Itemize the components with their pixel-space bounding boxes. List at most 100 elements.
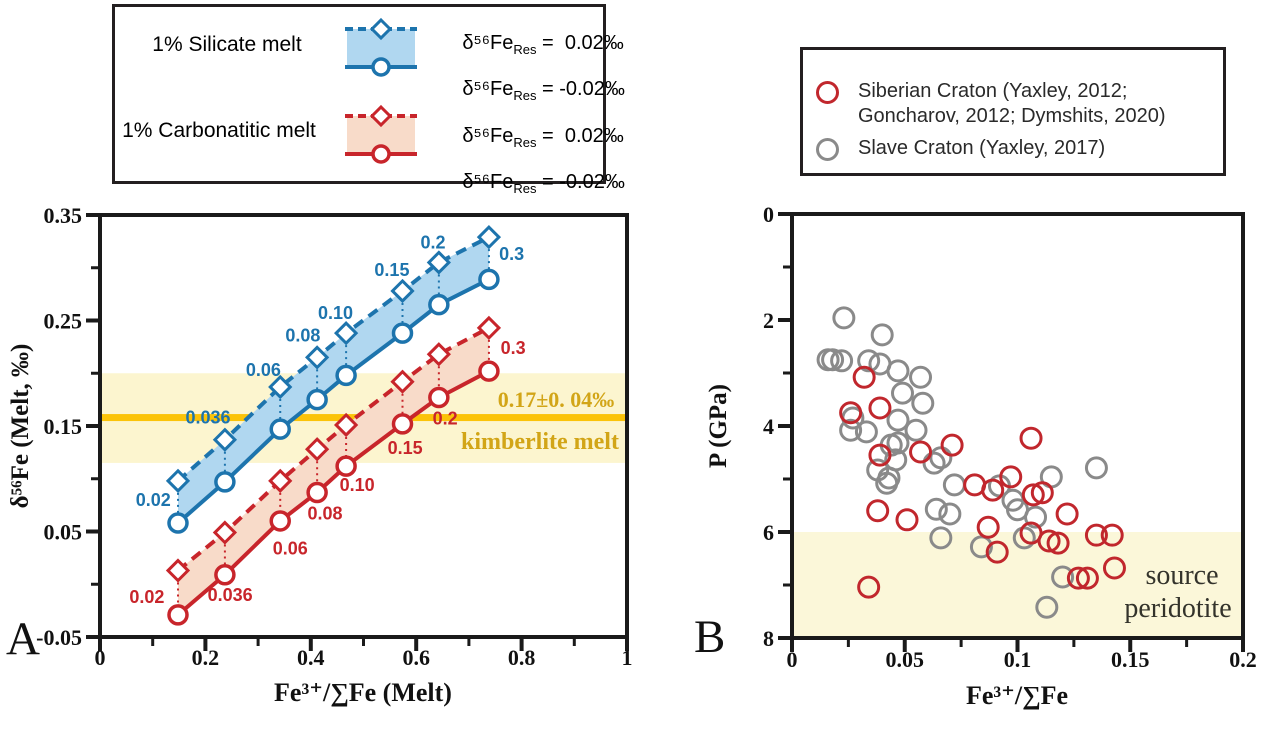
y-tick-label: 4 — [763, 414, 774, 439]
y-tick-label: 0.25 — [44, 309, 83, 334]
silicate-circle-marker — [214, 471, 236, 493]
x-tick-label: 0.8 — [508, 645, 536, 670]
legend-carbonatitic-entry-1: δ⁵⁶FeRes = 0.02‰ — [462, 125, 624, 150]
scatter-point — [868, 396, 892, 420]
carbonatitic-point-label: 0.10 — [340, 475, 375, 495]
carbonatitic-point-label: 0.036 — [208, 585, 253, 605]
panel-a-x-axis-title: Fe³⁺/∑Fe (Melt) — [274, 678, 452, 707]
carbonatitic-circle-marker — [391, 413, 414, 435]
carbonatitic-circle-marker — [428, 386, 450, 409]
scatter-point — [832, 306, 856, 330]
scatter-point — [1084, 523, 1108, 547]
scatter-point — [854, 420, 878, 444]
x-tick-label: 0.15 — [1111, 647, 1150, 672]
x-tick-label: 0.05 — [886, 647, 925, 672]
scatter-point — [1051, 565, 1075, 589]
scatter-point — [1030, 481, 1054, 505]
silicate-circle-marker — [269, 418, 291, 440]
scatter-point — [886, 359, 910, 383]
silicate-point-label: 0.06 — [246, 360, 281, 380]
y-tick-label: 0.15 — [44, 414, 83, 439]
scatter-point — [1037, 529, 1061, 553]
panel-a-frame — [98, 213, 629, 639]
silicate-diamond-marker — [165, 468, 191, 493]
blue-circle-icon — [371, 57, 391, 77]
x-tick-label: 0.2 — [192, 645, 220, 670]
scatter-point — [875, 471, 899, 495]
silicate-point-label: 0.10 — [318, 303, 353, 323]
carbonatitic-diamond-marker — [476, 315, 502, 341]
legend-carbonatitic-entry-2: δ⁵⁶FeRes = -0.02‰ — [462, 171, 625, 196]
carbonatitic-point-label: 0.08 — [308, 504, 343, 524]
siberian-craton-points — [839, 365, 1126, 599]
panel-a-y-axis-title: δ⁵⁶Fe (Melt, ‰) — [7, 344, 34, 509]
scatter-point — [870, 323, 894, 347]
scatter-point — [857, 349, 881, 373]
x-tick-label: 0.4 — [297, 645, 325, 670]
silicate-point-label: 0.15 — [374, 260, 409, 280]
kimberlite-annotations: 0.17±0. 04‰ kimberlite melt — [461, 387, 619, 455]
kimberlite-value-annotation: 0.17±0. 04‰ — [498, 387, 615, 412]
x-tick-label: 0 — [95, 645, 106, 670]
kimberlite-melt-annotation: kimberlite melt — [461, 429, 619, 455]
silicate-diamond-marker — [476, 225, 502, 250]
y-tick-label: 0 — [763, 202, 774, 227]
source-peridotite-label: source — [1145, 560, 1218, 591]
scatter-point — [976, 515, 1000, 539]
y-tick-label: 6 — [763, 520, 774, 545]
scatter-point — [852, 365, 876, 389]
x-tick-label: 0.2 — [1229, 647, 1257, 672]
carbonatitic-circle-marker — [214, 564, 236, 586]
legend-carbonatitic-title: 1% Carbonatitic melt — [113, 119, 325, 143]
panel-a-x-axis: 0 0.2 0.4 0.6 0.8 1 Fe³⁺/∑Fe (Melt) — [95, 639, 633, 707]
silicate-circle-marker — [306, 388, 328, 411]
silicate-diamond-marker — [390, 278, 415, 304]
carbonatitic-point-label: 0.2 — [433, 409, 458, 429]
scatter-point — [924, 497, 948, 521]
x-tick-label: 0.1 — [1004, 647, 1032, 672]
silicate-diamond-marker — [426, 250, 451, 275]
legend-silicate-title-text: 1% Silicate melt — [152, 33, 302, 56]
scatter-point — [1100, 523, 1124, 547]
slave-craton-label: Slave Craton (Yaxley, 2017) — [858, 137, 1106, 159]
red-circle-icon — [371, 144, 391, 164]
silicate-diamond-marker — [333, 321, 359, 346]
silicate-point-label: 0.036 — [186, 408, 231, 428]
red-diamond-icon — [369, 104, 393, 128]
y-tick-label: -0.05 — [36, 625, 82, 650]
scatter-point — [1055, 502, 1079, 526]
carbonatitic-diamond-marker — [333, 412, 359, 438]
y-tick-label: 2 — [763, 308, 774, 333]
scatter-point — [895, 508, 919, 532]
x-tick-label: 0 — [787, 647, 798, 672]
silicate-circle-marker — [335, 364, 357, 387]
carbonatitic-diamond-marker — [426, 342, 451, 367]
panel-b-x-axis-title: Fe³⁺/∑Fe — [966, 681, 1068, 710]
panel-b-y-axis-title: P (GPa) — [705, 384, 732, 468]
carbonatitic-diamond-marker — [165, 558, 191, 583]
scatter-point — [929, 446, 953, 470]
source-peridotite-label: peridotite — [1124, 593, 1231, 624]
scatter-point — [890, 381, 914, 405]
panel-letter-b: B — [694, 611, 726, 663]
scatter-point — [1019, 426, 1043, 450]
scatter-point — [969, 535, 993, 559]
scatter-point — [1066, 566, 1090, 590]
scatter-point — [904, 418, 928, 442]
scatter-point — [1046, 531, 1070, 555]
silicate-point-label: 0.2 — [421, 232, 446, 252]
y-tick-label: 0.05 — [44, 520, 83, 545]
silicate-circle-marker — [391, 322, 414, 344]
panel-b-x-axis: 0 0.05 0.1 0.15 0.2 Fe³⁺/∑Fe — [787, 640, 1257, 710]
scatter-point — [938, 502, 962, 526]
carbonatitic-point-label: 0.02 — [129, 587, 164, 607]
carbonatitic-diamond-marker — [212, 520, 238, 545]
scatter-point — [839, 418, 863, 442]
scatter-point — [909, 440, 933, 464]
y-tick-label: 0.35 — [44, 203, 83, 228]
scatter-point — [922, 451, 946, 475]
carbonatitic-circle-marker — [167, 604, 189, 626]
scatter-point — [868, 443, 892, 467]
